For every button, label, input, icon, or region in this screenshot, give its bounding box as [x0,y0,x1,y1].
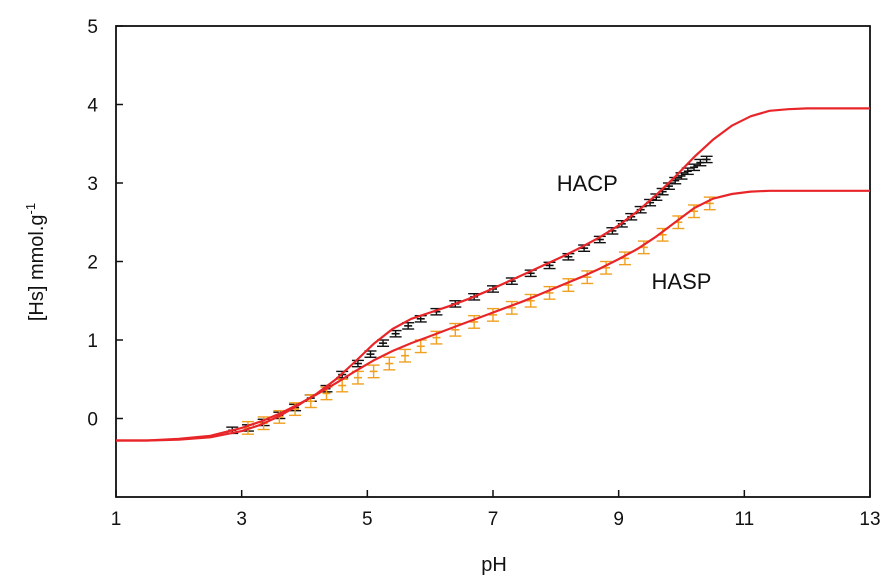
hasp_data-point [468,314,481,329]
annotation-hacp: HACP [557,171,618,196]
hasp_data-point [524,293,537,308]
hacp_data-point [700,155,713,164]
annotation-hasp: HASP [652,269,712,294]
x-tick-label: 11 [734,509,754,530]
hacp_data-point [468,292,481,301]
y-tick-label: 1 [87,331,98,352]
series-layer [116,107,870,442]
x-tick-label: 3 [236,509,247,530]
y-axis-title: [Hs] mmol.g-1 [23,203,48,321]
x-tick-label: 7 [488,509,499,530]
annotation-layer: HACP HASP [557,171,712,294]
hasp_data-point [367,364,380,379]
x-tick-label: 9 [613,509,624,530]
hasp_data-point [487,307,499,322]
y-axis-title-superscript: -1 [23,203,38,215]
y-axis-title-main: [Hs] mmol.g [26,214,48,321]
hasp_data-point [581,270,594,285]
hacp_data-point [389,329,402,338]
hasp_fit-line [116,189,870,442]
hasp_data-point [505,300,518,315]
x-tick-label: 1 [111,509,122,530]
hacp_data-group [226,155,713,435]
hasp_data-point [543,285,556,300]
hasp_data-point [399,348,412,363]
hacp_data-point [414,314,427,323]
y-tick-label: 0 [87,410,98,431]
hasp_data-point [562,278,575,293]
x-axis-title: pH [481,554,507,576]
y-tick-label: 2 [87,253,98,274]
plot-frame [115,25,871,498]
y-tick-label: 3 [87,174,98,195]
y-tick-label: 4 [87,96,98,117]
hasp_data-point [383,356,396,371]
x-tick-label: 13 [859,509,880,530]
y-tick-label: 5 [87,17,98,38]
hacp_data-point [377,339,390,347]
hacp_data-point [688,163,701,172]
x-tick-label: 5 [362,509,373,530]
hasp_data-point [703,196,716,211]
hacp_fit-line [116,107,870,442]
